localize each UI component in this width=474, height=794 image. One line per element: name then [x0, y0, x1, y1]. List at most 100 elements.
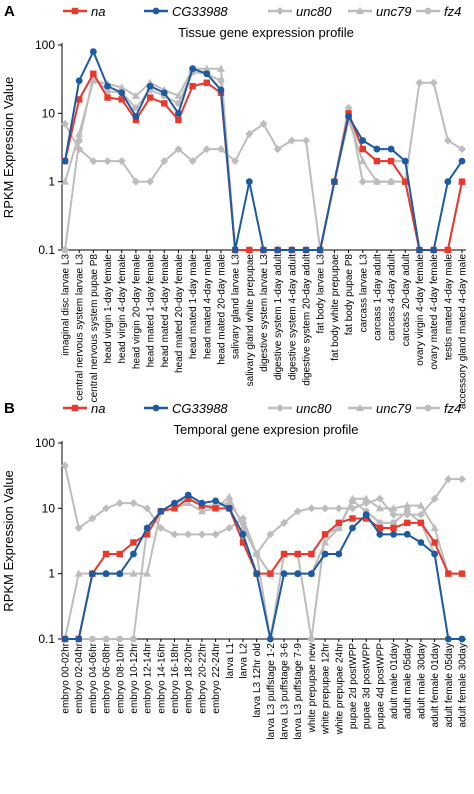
data-point [404, 519, 411, 527]
y-tick-label: 1 [48, 567, 55, 581]
data-point [212, 505, 219, 512]
chart-title: Temporal gene expresion profile [174, 422, 359, 437]
x-tick-label: ovary mated 4-day female [429, 254, 440, 370]
data-point [444, 475, 453, 484]
data-point [245, 178, 253, 186]
data-point [458, 475, 466, 484]
x-tick-label: adult male 01day [389, 643, 400, 719]
data-point [416, 501, 425, 509]
legend-item-na: na [63, 4, 105, 19]
x-tick-label: pupae 3d postWPP [362, 643, 373, 729]
series-cg33988 [61, 48, 466, 254]
x-tick-label: embryo 12-14hr [143, 642, 154, 713]
y-tick-label: 10 [42, 501, 56, 515]
legend-marker [356, 403, 364, 411]
legend-label: unc80 [296, 4, 332, 19]
x-tick-label: embryo 08-10hr [115, 642, 126, 713]
data-point [146, 82, 154, 90]
data-point [102, 504, 111, 513]
data-point [146, 177, 155, 186]
data-point [171, 499, 178, 507]
y-tick-label: 0.1 [38, 243, 55, 257]
data-point [445, 570, 452, 577]
data-point [359, 145, 366, 153]
data-point [189, 65, 197, 73]
data-point [88, 635, 96, 643]
data-point [431, 550, 439, 558]
x-tick-label: head mated 20-day female [174, 254, 185, 373]
data-point [334, 504, 343, 513]
data-point [102, 570, 110, 578]
x-tick-label: digestive system 20-day adult [302, 254, 313, 386]
x-tick-label: larva L3 puffstage 7-9 [293, 643, 304, 740]
data-point [131, 177, 140, 186]
data-point [117, 83, 126, 91]
x-tick-label: embryo 18-20hr [184, 642, 195, 713]
x-tick-label: central nervous system pupae P8 [89, 254, 100, 403]
data-point [245, 129, 254, 138]
legend-marker [71, 404, 79, 412]
x-tick-label: pupae 4d postWPP [375, 643, 386, 729]
y-tick-label: 1 [48, 175, 55, 189]
data-point [266, 530, 275, 539]
data-point [430, 494, 439, 503]
data-point [444, 635, 452, 643]
x-tick-label: larva L3 puffstage 3-6 [280, 643, 291, 740]
x-tick-label: digestive system 1-day adult [273, 254, 284, 380]
data-point [225, 524, 234, 533]
data-point [431, 539, 438, 546]
data-point [89, 76, 98, 84]
data-point [373, 145, 381, 153]
data-point [330, 178, 338, 186]
data-point [225, 504, 233, 512]
data-point [417, 539, 425, 546]
data-point [288, 246, 296, 254]
data-point [75, 129, 84, 137]
data-point [373, 157, 381, 165]
data-point [238, 514, 247, 523]
data-point [146, 94, 154, 101]
data-point [387, 177, 396, 186]
data-point [174, 145, 183, 154]
data-point [61, 177, 69, 185]
data-point [359, 137, 367, 144]
data-point [444, 178, 452, 186]
legend-item-cg33988: CG33988 [144, 4, 228, 19]
data-point [376, 519, 384, 527]
x-tick-label: accessory gland mated 4-day male [458, 254, 469, 410]
data-point [389, 504, 398, 512]
x-tick-label: carcass 1-day adult [372, 254, 383, 341]
data-point [202, 145, 211, 154]
data-point [143, 524, 151, 532]
x-tick-label: testis mated 4-day male [443, 254, 454, 361]
data-point [267, 570, 274, 577]
data-point [61, 461, 69, 470]
data-point [118, 96, 125, 103]
data-point [321, 504, 330, 513]
data-point [321, 550, 329, 558]
x-tick-label: central nervous system larvae L3 [75, 254, 86, 401]
data-point [202, 64, 211, 72]
data-point [335, 550, 343, 558]
data-point [212, 497, 219, 505]
data-point [273, 145, 282, 154]
x-tick-label: carcass 20-day adult [401, 254, 412, 346]
legend-label: CG33988 [172, 401, 228, 416]
data-point [294, 570, 302, 578]
data-point [376, 524, 384, 532]
data-point [197, 507, 206, 515]
data-point [372, 177, 381, 186]
legend-marker [71, 7, 79, 15]
data-point [130, 550, 137, 558]
data-point [157, 507, 165, 515]
data-point [266, 635, 274, 643]
x-tick-label: embryo 04-06hr [88, 642, 99, 713]
x-tick-label: head mated 4-day male [202, 254, 213, 360]
data-point [104, 94, 111, 101]
data-point [344, 103, 353, 112]
data-point [458, 157, 466, 165]
data-point [302, 136, 311, 145]
data-point [61, 119, 69, 128]
data-point [156, 524, 165, 533]
